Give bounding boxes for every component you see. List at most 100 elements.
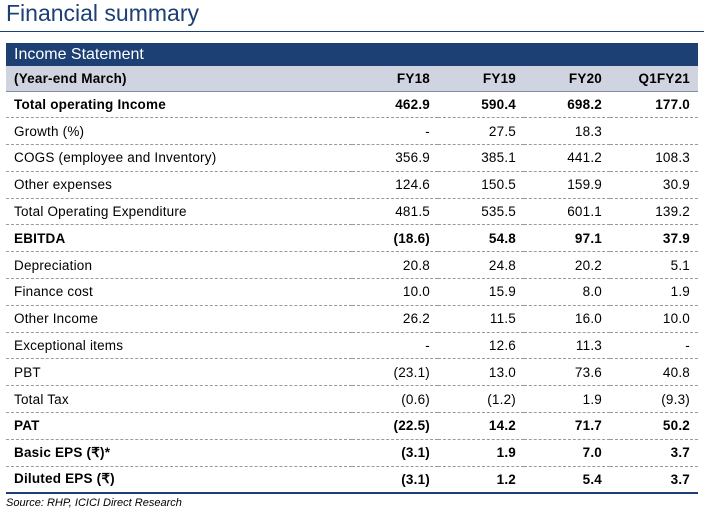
row-value: 50.2 — [610, 412, 698, 440]
row-value: 7.0 — [524, 439, 610, 467]
page-title: Financial summary — [6, 0, 199, 26]
row-value: 3.7 — [610, 439, 698, 467]
table-row: Total Tax (0.6) (1.2) 1.9 (9.3) — [6, 385, 698, 414]
row-value: (9.3) — [610, 385, 698, 414]
row-value: 71.7 — [524, 412, 610, 440]
row-label: Total Tax — [6, 385, 352, 414]
row-value: 20.2 — [524, 251, 610, 280]
statement-header-bar: Income Statement — [6, 43, 698, 66]
row-label: Diluted EPS (₹) — [6, 466, 352, 494]
table-row: PBT (23.1) 13.0 73.6 40.8 — [6, 358, 698, 387]
row-value: 3.7 — [610, 466, 698, 494]
row-value: (18.6) — [352, 224, 438, 253]
column-header-fy20: FY20 — [524, 66, 610, 92]
row-value: 97.1 — [524, 224, 610, 253]
row-value: 12.6 — [438, 332, 524, 360]
row-value: 18.3 — [524, 117, 610, 146]
column-header-year-end: (Year-end March) — [6, 66, 352, 92]
row-value: - — [352, 117, 438, 146]
financial-table-container: (Year-end March) FY18 FY19 FY20 Q1FY21 T… — [6, 66, 698, 494]
row-value: 481.5 — [352, 198, 438, 226]
row-value: 385.1 — [438, 144, 524, 172]
row-value: - — [352, 332, 438, 360]
row-value: 698.2 — [524, 91, 610, 119]
row-value: 1.2 — [438, 466, 524, 494]
row-label: Total operating Income — [6, 91, 352, 119]
table-row: Other Income 26.2 11.5 16.0 10.0 — [6, 305, 698, 333]
row-value: 535.5 — [438, 198, 524, 226]
row-label: Exceptional items — [6, 332, 352, 360]
statement-label: Income Statement — [14, 46, 144, 63]
source-note: Source: RHP, ICICI Direct Research — [6, 497, 182, 509]
row-value: 15.9 — [438, 278, 524, 306]
row-label: PBT — [6, 358, 352, 387]
row-value: 601.1 — [524, 198, 610, 226]
row-label: Growth (%) — [6, 117, 352, 146]
row-value: (22.5) — [352, 412, 438, 440]
row-value: (1.2) — [438, 385, 524, 414]
row-value: 177.0 — [610, 91, 698, 119]
row-value: 1.9 — [524, 385, 610, 414]
row-value: 124.6 — [352, 171, 438, 199]
row-value: 462.9 — [352, 91, 438, 119]
row-value: 10.0 — [610, 305, 698, 333]
title-divider — [0, 31, 704, 32]
row-value — [610, 117, 698, 146]
table-row: Total operating Income 462.9 590.4 698.2 177… — [6, 91, 698, 119]
table-row: Basic EPS (₹)* (3.1) 1.9 7.0 3.7 — [6, 439, 698, 467]
row-value: 356.9 — [352, 144, 438, 172]
table-row: Diluted EPS (₹) (3.1) 1.2 5.4 3.7 — [6, 466, 698, 494]
row-value: 11.3 — [524, 332, 610, 360]
row-value: 441.2 — [524, 144, 610, 172]
income-statement-table: (Year-end March) FY18 FY19 FY20 Q1FY21 T… — [6, 66, 698, 494]
row-label: COGS (employee and Inventory) — [6, 144, 352, 172]
row-value: 5.1 — [610, 251, 698, 280]
row-value: 590.4 — [438, 91, 524, 119]
row-value: 40.8 — [610, 358, 698, 387]
table-row: Finance cost 10.0 15.9 8.0 1.9 — [6, 278, 698, 306]
row-value: (3.1) — [352, 439, 438, 467]
row-value: - — [610, 332, 698, 360]
row-value: 54.8 — [438, 224, 524, 253]
row-value: 30.9 — [610, 171, 698, 199]
row-label: EBITDA — [6, 224, 352, 253]
row-value: (0.6) — [352, 385, 438, 414]
row-value: 24.8 — [438, 251, 524, 280]
row-label: Total Operating Expenditure — [6, 198, 352, 226]
table-row: Exceptional items -12.6 11.3- — [6, 332, 698, 360]
table-row: COGS (employee and Inventory) 356.9 385.1 4… — [6, 144, 698, 172]
row-value: 13.0 — [438, 358, 524, 387]
row-value: 73.6 — [524, 358, 610, 387]
row-value: 150.5 — [438, 171, 524, 199]
column-header-fy18: FY18 — [352, 66, 438, 92]
row-value: (23.1) — [352, 358, 438, 387]
row-value: 16.0 — [524, 305, 610, 333]
table-header-row: (Year-end March) FY18 FY19 FY20 Q1FY21 — [6, 66, 698, 92]
row-value: 27.5 — [438, 117, 524, 146]
row-value: 37.9 — [610, 224, 698, 253]
row-value: 10.0 — [352, 278, 438, 306]
row-value: 14.2 — [438, 412, 524, 440]
column-header-q1fy21: Q1FY21 — [610, 66, 698, 92]
row-value: (3.1) — [352, 466, 438, 494]
row-label: PAT — [6, 412, 352, 440]
table-row: PAT (22.5) 14.2 71.7 50.2 — [6, 412, 698, 440]
table-row: EBITDA (18.6) 54.8 97.1 37.9 — [6, 224, 698, 253]
row-value: 11.5 — [438, 305, 524, 333]
row-value: 8.0 — [524, 278, 610, 306]
table-row: Other expenses 124.6 150.5 159.9 30.9 — [6, 171, 698, 199]
row-value: 159.9 — [524, 171, 610, 199]
row-value: 26.2 — [352, 305, 438, 333]
table-row: Growth (%) -27.5 18.3 — [6, 117, 698, 146]
column-header-fy19: FY19 — [438, 66, 524, 92]
row-label: Other expenses — [6, 171, 352, 199]
row-value: 20.8 — [352, 251, 438, 280]
table-row: Total Operating Expenditure 481.5 535.5 601… — [6, 198, 698, 226]
row-value: 1.9 — [610, 278, 698, 306]
table-row: Depreciation 20.8 24.8 20.2 5.1 — [6, 251, 698, 280]
row-label: Depreciation — [6, 251, 352, 280]
row-label: Basic EPS (₹)* — [6, 439, 352, 467]
row-value: 108.3 — [610, 144, 698, 172]
row-value: 1.9 — [438, 439, 524, 467]
row-label: Other Income — [6, 305, 352, 333]
